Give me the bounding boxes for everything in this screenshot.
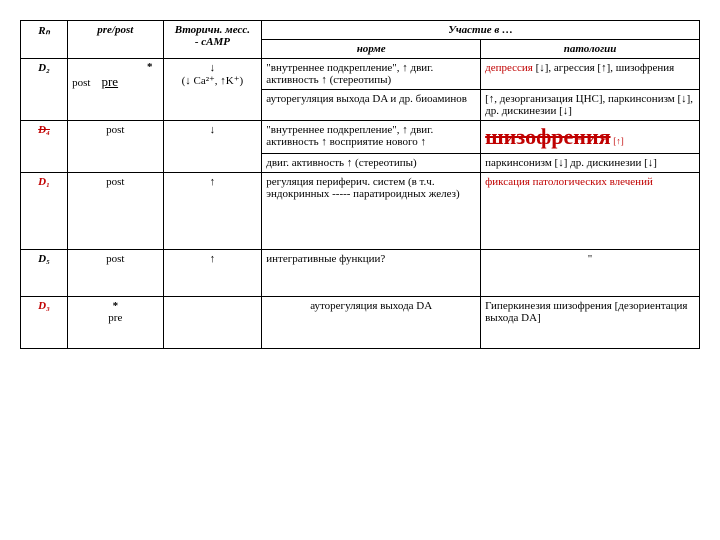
header-prepost: pre/post [68,21,163,59]
d2-norm-b: ауторегуляция выхода DA и др. биоаминов [262,90,481,121]
receptor-table: Rₙ pre/post Вторичн. месс. - cAMP Участи… [20,20,700,349]
d1-rn: D₁ [21,173,68,250]
d3-asterisk: * [113,300,119,312]
row-d4-a: D₄ post ↓ "внутреннее подкрепление", ↑ д… [21,121,700,154]
header-participation: Участие в … [262,21,700,40]
d1-messenger: ↑ [163,173,262,250]
d2-rn: D₂ [21,59,68,121]
d4-path-a: шизофрения [↑] [481,121,700,154]
d4-norm-b: двиг. активность ↑ (стереотипы) [262,154,481,173]
d5-messenger: ↑ [163,250,262,297]
header-pathology: патологии [481,40,700,59]
d3-messenger [163,297,262,349]
d3-rn: D₃ [21,297,68,349]
row-d3: D₃ * pre ауторегуляция выхода DA Гиперки… [21,297,700,349]
d4-prepost: post [68,121,163,173]
row-d2-a: D₂ * post pre ↓ (↓ Ca²⁺, ↑K⁺) "внутренне… [21,59,700,90]
header-mess-line1: Вторичн. месс. [175,24,250,36]
d3-path: Гиперкинезия шизофрения [дезориентация в… [481,297,700,349]
d2-messenger: ↓ (↓ Ca²⁺, ↑K⁺) [163,59,262,121]
d5-prepost: post [68,250,163,297]
d4-path-b: паркинсонизм [↓] др. дискинезии [↓] [481,154,700,173]
d2-path-b: [↑, дезорганизация ЦНС], паркинсонизм [↓… [481,90,700,121]
header-mess-line2: - cAMP [195,36,230,48]
d2-prepost: * post pre [68,59,163,121]
d3-pp: pre [108,312,122,324]
d2-post: post [72,77,90,89]
header-messenger: Вторичн. месс. - cAMP [163,21,262,59]
d1-path: фиксация патологических влечений [481,173,700,250]
d2-asterisk: * [147,61,153,73]
header-rn: Rₙ [21,21,68,59]
d4-norm-a: "внутреннее подкрепление", ↑ двиг. актив… [262,121,481,154]
d1-norm: регуляция периферич. систем (в т.ч. эндо… [262,173,481,250]
d3-norm: ауторегуляция выхода DA [262,297,481,349]
d5-path: " [481,250,700,297]
header-norm: норме [262,40,481,59]
d2-pre: pre [101,74,118,89]
header-row-1: Rₙ pre/post Вторичн. месс. - cAMP Участи… [21,21,700,40]
d3-prepost: * pre [68,297,163,349]
d4-rn: D₄ [21,121,68,173]
d2-norm-a: "внутреннее подкрепление", ↑ двиг. актив… [262,59,481,90]
d4-path-a-sub: [↑] [613,136,624,146]
row-d5: D₅ post ↑ интегративные функции? " [21,250,700,297]
d2-path-a1: депрессия [485,62,533,74]
d2-mess-1: ↓ [210,62,216,74]
d5-rn: D₅ [21,250,68,297]
d4-path-a-main: шизофрения [485,124,610,149]
d2-path-a: депрессия [↓], агрессия [↑], шизофрения [481,59,700,90]
d4-messenger: ↓ [163,121,262,173]
d1-prepost: post [68,173,163,250]
row-d1: D₁ post ↑ регуляция периферич. систем (в… [21,173,700,250]
d2-mess-2: (↓ Ca²⁺, ↑K⁺) [182,75,244,87]
d2-path-a2: [↓], агрессия [↑], шизофрения [533,62,674,74]
d5-norm: интегративные функции? [262,250,481,297]
